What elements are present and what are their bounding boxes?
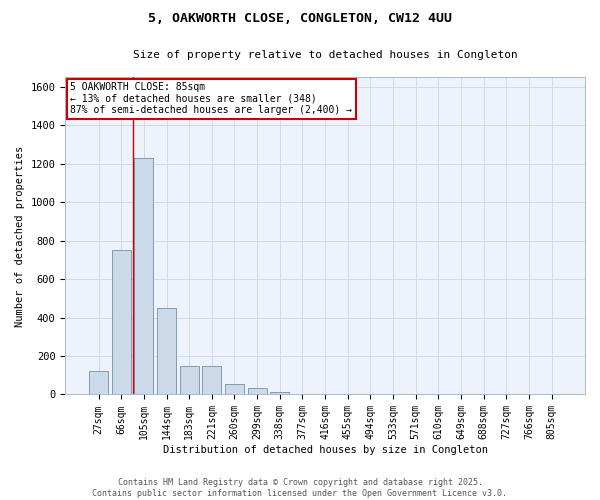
Text: 5, OAKWORTH CLOSE, CONGLETON, CW12 4UU: 5, OAKWORTH CLOSE, CONGLETON, CW12 4UU <box>148 12 452 26</box>
Bar <box>202 366 221 394</box>
Bar <box>89 372 108 394</box>
Bar <box>179 366 199 394</box>
Bar <box>270 392 289 394</box>
Bar <box>134 158 154 394</box>
Title: Size of property relative to detached houses in Congleton: Size of property relative to detached ho… <box>133 50 518 60</box>
Bar <box>112 250 131 394</box>
X-axis label: Distribution of detached houses by size in Congleton: Distribution of detached houses by size … <box>163 445 488 455</box>
Bar <box>225 384 244 394</box>
Bar <box>157 308 176 394</box>
Y-axis label: Number of detached properties: Number of detached properties <box>15 146 25 326</box>
Text: Contains HM Land Registry data © Crown copyright and database right 2025.
Contai: Contains HM Land Registry data © Crown c… <box>92 478 508 498</box>
Text: 5 OAKWORTH CLOSE: 85sqm
← 13% of detached houses are smaller (348)
87% of semi-d: 5 OAKWORTH CLOSE: 85sqm ← 13% of detache… <box>70 82 352 116</box>
Bar <box>248 388 267 394</box>
